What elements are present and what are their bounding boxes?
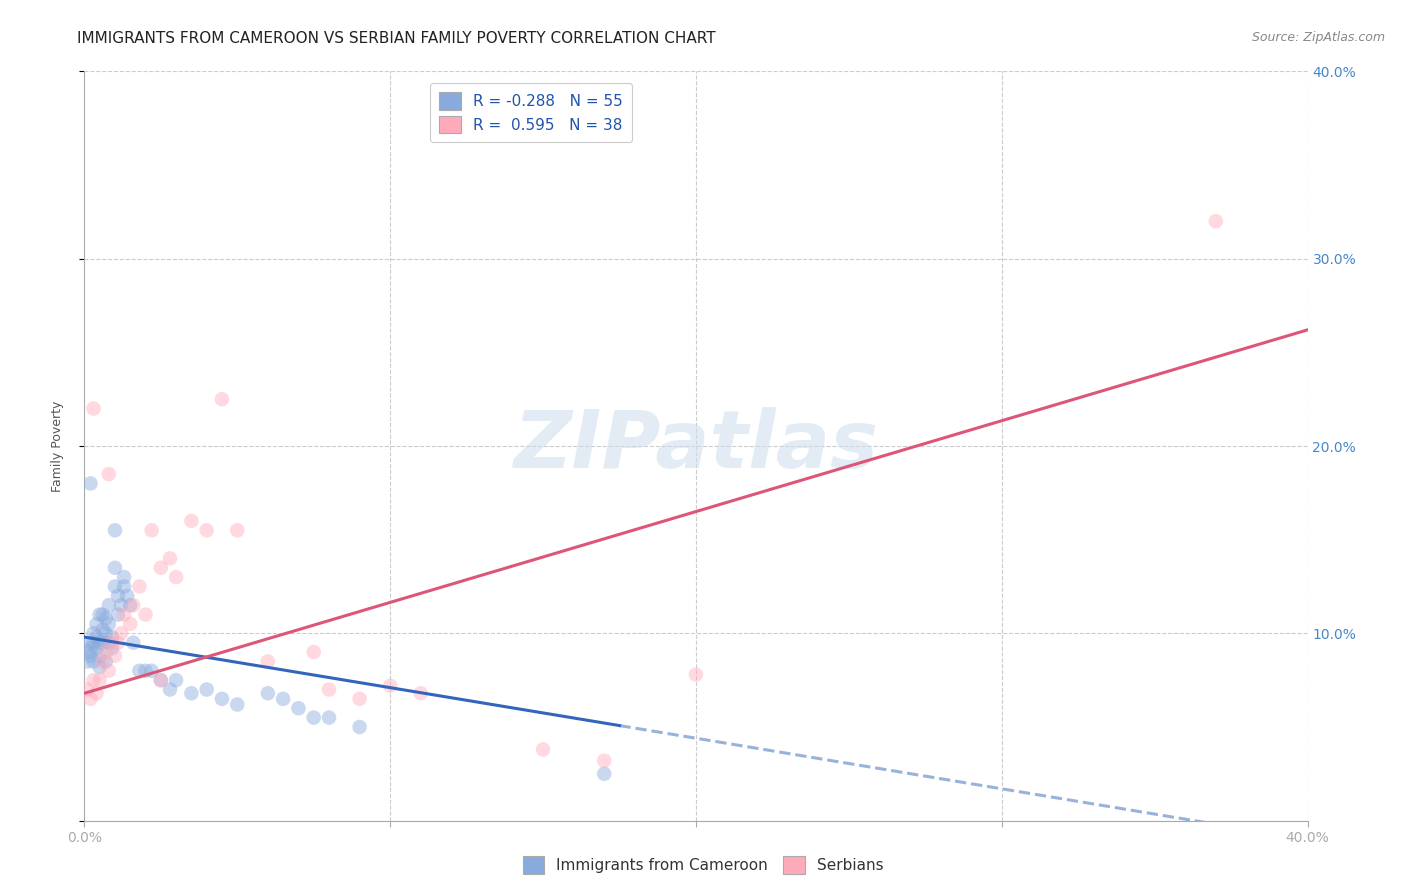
Point xyxy=(91,607,114,622)
Point xyxy=(318,710,340,724)
Point xyxy=(141,524,163,538)
Point xyxy=(112,580,135,594)
Point xyxy=(120,617,142,632)
Point xyxy=(91,635,114,649)
Point xyxy=(302,645,325,659)
Point xyxy=(94,655,117,669)
Point xyxy=(180,686,202,700)
Point xyxy=(76,682,98,697)
Point xyxy=(271,692,294,706)
Point xyxy=(94,626,117,640)
Point xyxy=(83,655,105,669)
Point xyxy=(83,626,105,640)
Point xyxy=(104,524,127,538)
Point xyxy=(135,607,157,622)
Text: IMMIGRANTS FROM CAMEROON VS SERBIAN FAMILY POVERTY CORRELATION CHART: IMMIGRANTS FROM CAMEROON VS SERBIAN FAMI… xyxy=(77,31,716,46)
Point xyxy=(349,692,371,706)
Point xyxy=(91,655,114,669)
Point xyxy=(79,648,101,663)
Point xyxy=(83,635,105,649)
Point xyxy=(211,392,233,407)
Point xyxy=(593,754,616,768)
Point xyxy=(89,635,111,649)
Point xyxy=(76,655,98,669)
Point xyxy=(97,664,120,678)
Text: ZIPatlas: ZIPatlas xyxy=(513,407,879,485)
Legend: R = -0.288   N = 55, R =  0.595   N = 38: R = -0.288 N = 55, R = 0.595 N = 38 xyxy=(430,83,631,143)
Point xyxy=(97,599,120,613)
Point xyxy=(112,570,135,584)
Point xyxy=(257,686,280,700)
Point xyxy=(349,720,371,734)
Point xyxy=(257,655,280,669)
Point xyxy=(76,645,98,659)
Point xyxy=(287,701,309,715)
Point xyxy=(115,589,138,603)
Point xyxy=(101,635,124,649)
Point xyxy=(86,686,108,700)
Point xyxy=(318,682,340,697)
Text: Source: ZipAtlas.com: Source: ZipAtlas.com xyxy=(1251,31,1385,45)
Point xyxy=(83,401,105,416)
Point xyxy=(94,645,117,659)
Point xyxy=(531,742,554,756)
Point xyxy=(97,617,120,632)
Legend: Immigrants from Cameroon, Serbians: Immigrants from Cameroon, Serbians xyxy=(516,850,890,880)
Point xyxy=(89,660,111,674)
Point xyxy=(107,589,129,603)
Point xyxy=(112,607,135,622)
Point xyxy=(159,682,181,697)
Point xyxy=(79,476,101,491)
Point xyxy=(165,570,187,584)
Point xyxy=(593,767,616,781)
Point xyxy=(226,524,249,538)
Point xyxy=(86,630,108,644)
Point xyxy=(380,679,402,693)
Point xyxy=(97,635,120,649)
Point xyxy=(122,599,145,613)
Point xyxy=(302,710,325,724)
Point xyxy=(409,686,432,700)
Point xyxy=(195,682,218,697)
Point xyxy=(79,692,101,706)
Point xyxy=(94,611,117,625)
Point xyxy=(120,599,142,613)
Point xyxy=(135,664,157,678)
Point xyxy=(180,514,202,528)
Point xyxy=(110,626,132,640)
Point xyxy=(165,673,187,688)
Point xyxy=(104,648,127,663)
Point xyxy=(110,599,132,613)
Point xyxy=(1205,214,1227,228)
Point xyxy=(685,667,707,681)
Point xyxy=(149,561,172,575)
Point xyxy=(89,607,111,622)
Point xyxy=(101,641,124,656)
Point xyxy=(149,673,172,688)
Point xyxy=(149,673,172,688)
Point xyxy=(128,580,150,594)
Point xyxy=(211,692,233,706)
Point xyxy=(195,524,218,538)
Point xyxy=(128,664,150,678)
Point xyxy=(86,641,108,656)
Point xyxy=(104,561,127,575)
Point xyxy=(141,664,163,678)
Point xyxy=(226,698,249,712)
Point xyxy=(97,467,120,482)
Point xyxy=(89,673,111,688)
Point xyxy=(159,551,181,566)
Point xyxy=(89,648,111,663)
Point xyxy=(83,673,105,688)
Point xyxy=(107,607,129,622)
Point xyxy=(122,635,145,649)
Point xyxy=(79,635,101,649)
Point xyxy=(104,580,127,594)
Y-axis label: Family Poverty: Family Poverty xyxy=(51,401,63,491)
Point xyxy=(86,617,108,632)
Point xyxy=(107,635,129,649)
Point xyxy=(91,623,114,637)
Point xyxy=(79,641,101,656)
Point xyxy=(101,630,124,644)
